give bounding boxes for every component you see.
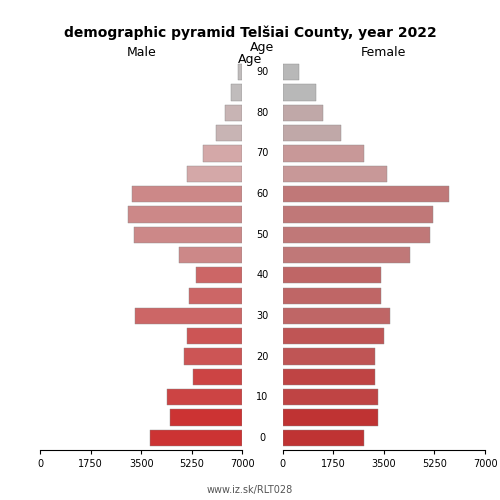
Bar <box>282 226 430 243</box>
Bar <box>282 166 387 182</box>
Title: Male: Male <box>126 46 156 59</box>
Bar <box>282 247 410 263</box>
Bar <box>282 104 323 121</box>
Title: Female: Female <box>361 46 406 59</box>
Bar <box>136 308 242 324</box>
Bar <box>170 410 242 426</box>
Text: 50: 50 <box>256 230 268 239</box>
Bar <box>193 369 242 385</box>
Bar <box>134 226 242 243</box>
Bar <box>128 206 242 222</box>
Bar <box>184 348 242 364</box>
Text: Age: Age <box>238 52 262 66</box>
Text: 10: 10 <box>256 392 268 402</box>
Bar <box>282 64 298 80</box>
Bar <box>150 430 242 446</box>
Bar <box>282 410 378 426</box>
Bar <box>282 389 378 406</box>
Bar <box>282 430 364 446</box>
Bar <box>188 328 242 344</box>
Text: Age: Age <box>250 41 274 54</box>
Bar <box>282 146 364 162</box>
Text: 90: 90 <box>256 67 268 77</box>
Text: 20: 20 <box>256 352 268 362</box>
Bar <box>204 146 242 162</box>
Bar <box>282 328 384 344</box>
Bar <box>282 348 375 364</box>
Bar <box>238 64 242 80</box>
Bar <box>230 84 242 100</box>
Bar <box>282 186 449 202</box>
Text: 0: 0 <box>260 433 266 443</box>
Text: 70: 70 <box>256 148 268 158</box>
Text: 30: 30 <box>256 311 268 321</box>
Bar <box>282 267 381 283</box>
Text: 60: 60 <box>256 189 268 199</box>
Bar <box>282 288 381 304</box>
Bar <box>282 125 341 142</box>
Bar <box>282 308 390 324</box>
Bar <box>167 389 242 406</box>
Text: 80: 80 <box>256 108 268 118</box>
Bar <box>178 247 242 263</box>
Text: demographic pyramid Telšiai County, year 2022: demographic pyramid Telšiai County, year… <box>64 25 436 40</box>
Bar <box>196 267 242 283</box>
Text: www.iz.sk/RLT028: www.iz.sk/RLT028 <box>207 485 293 495</box>
Bar <box>132 186 242 202</box>
Bar <box>282 206 433 222</box>
Bar <box>282 369 375 385</box>
Bar <box>225 104 242 121</box>
Bar <box>188 166 242 182</box>
Bar <box>189 288 242 304</box>
Bar <box>282 84 316 100</box>
Text: 40: 40 <box>256 270 268 280</box>
Bar <box>216 125 242 142</box>
